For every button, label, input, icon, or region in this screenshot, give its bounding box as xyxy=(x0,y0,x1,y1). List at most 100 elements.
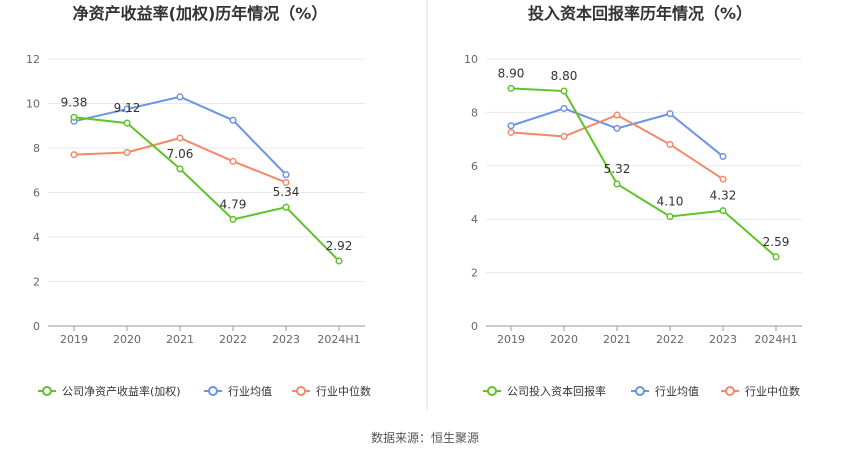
data-point xyxy=(282,171,290,179)
data-point xyxy=(613,111,621,119)
data-label: 2.59 xyxy=(763,235,790,249)
y-tick-label: 4 xyxy=(33,231,40,244)
legend-item[interactable]: 行业均值 xyxy=(204,385,272,398)
data-label: 5.34 xyxy=(273,185,300,199)
series-line xyxy=(73,116,340,262)
data-point xyxy=(229,215,237,223)
data-point xyxy=(282,203,290,211)
legend-item[interactable]: 行业中位数 xyxy=(292,384,371,398)
legend-marker-icon xyxy=(725,386,735,396)
data-point xyxy=(719,175,727,183)
series-line xyxy=(510,87,777,258)
data-label: 9.38 xyxy=(61,95,88,109)
data-label: 9.12 xyxy=(114,101,141,115)
data-point xyxy=(176,165,184,173)
x-tick-label: 2019 xyxy=(497,333,525,346)
legend: 公司投入资本回报率 行业均值 行业中位数 xyxy=(483,384,800,398)
data-label: 8.80 xyxy=(551,69,578,83)
x-tick-label: 2021 xyxy=(603,333,631,346)
y-tick-label: 2 xyxy=(33,276,40,289)
series-company: 9.38 9.12 7.06 4.79 5.34 2.92 xyxy=(61,95,353,265)
data-point xyxy=(282,178,290,187)
data-point xyxy=(229,157,237,165)
y-tick-label: 10 xyxy=(26,98,40,111)
data-label: 4.79 xyxy=(220,197,247,211)
legend-item[interactable]: 公司净资产收益率(加权) xyxy=(38,384,181,398)
chart-title: 投入资本回报率历年情况（%） xyxy=(528,4,752,23)
data-point xyxy=(772,253,780,261)
data-label: 4.32 xyxy=(710,189,737,203)
legend-item[interactable]: 行业均值 xyxy=(631,385,699,398)
y-tick-label: 2 xyxy=(471,267,478,280)
chart-title: 净资产收益率(加权)历年情况（%） xyxy=(73,4,328,23)
data-point xyxy=(229,116,237,124)
x-tick-label: 2024H1 xyxy=(317,333,360,346)
x-tick-label: 2024H1 xyxy=(754,333,797,346)
data-point xyxy=(719,152,727,161)
x-tick-label: 2019 xyxy=(60,333,88,346)
data-point xyxy=(719,207,727,215)
y-tick-label: 0 xyxy=(33,320,40,333)
y-tick-label: 0 xyxy=(471,320,478,333)
data-point xyxy=(70,113,78,121)
x-tick-label: 2020 xyxy=(113,333,141,346)
y-tick-label: 6 xyxy=(471,160,478,173)
legend-label: 行业均值 xyxy=(655,385,699,398)
series-company: 8.90 8.80 5.32 4.10 4.32 2.59 xyxy=(498,66,790,261)
data-point xyxy=(123,119,131,127)
series-industry-median xyxy=(507,111,727,183)
x-tick-label: 2023 xyxy=(272,333,300,346)
series-industry-median xyxy=(70,134,290,187)
data-point xyxy=(613,180,621,188)
data-label: 5.32 xyxy=(604,162,631,176)
legend: 公司净资产收益率(加权) 行业均值 行业中位数 xyxy=(38,384,371,398)
y-tick-label: 12 xyxy=(26,53,40,66)
x-tick-label: 2020 xyxy=(550,333,578,346)
legend-marker-icon xyxy=(635,386,645,396)
y-tick-label: 8 xyxy=(471,106,478,119)
y-tick-label: 8 xyxy=(33,142,40,155)
data-point xyxy=(335,257,343,265)
y-tick-label: 6 xyxy=(33,187,40,200)
legend-item[interactable]: 行业中位数 xyxy=(721,384,800,398)
data-label: 8.90 xyxy=(498,66,525,80)
legend-marker-icon xyxy=(208,386,218,396)
legend-marker-icon xyxy=(487,386,497,396)
legend-marker-icon xyxy=(42,386,52,396)
data-point xyxy=(560,104,568,112)
data-point xyxy=(560,87,568,95)
legend-label: 公司投入资本回报率 xyxy=(507,384,606,398)
x-tick-label: 2022 xyxy=(219,333,247,346)
series-industry-average xyxy=(70,93,290,179)
data-label: 7.06 xyxy=(167,147,194,161)
data-point xyxy=(560,132,568,140)
x-tick-label: 2022 xyxy=(656,333,684,346)
series-industry-average xyxy=(507,104,727,161)
data-point xyxy=(507,128,515,136)
x-tick-label: 2021 xyxy=(166,333,194,346)
x-tick-label: 2023 xyxy=(709,333,737,346)
data-source-note: 数据来源：恒生聚源 xyxy=(370,431,479,445)
data-point xyxy=(70,151,78,159)
data-point xyxy=(176,134,184,142)
data-point xyxy=(613,124,621,132)
data-point xyxy=(507,84,515,92)
legend-item[interactable]: 公司投入资本回报率 xyxy=(483,384,606,398)
data-point xyxy=(507,122,515,130)
data-point xyxy=(666,140,674,148)
legend-label: 行业中位数 xyxy=(745,384,800,398)
data-point xyxy=(176,93,184,101)
chart-panel-2: 投入资本回报率历年情况（%） 0 2 4 6 8 10 2019 2020 2021 2022 202… xyxy=(464,4,802,398)
legend-marker-icon xyxy=(296,386,306,396)
chart-panel-1: 净资产收益率(加权)历年情况（%） 0 2 4 6 8 10 12 2019 2020 2021 20… xyxy=(26,4,371,398)
legend-label: 公司净资产收益率(加权) xyxy=(62,384,181,398)
y-tick-label: 4 xyxy=(471,213,478,226)
legend-label: 行业均值 xyxy=(228,385,272,398)
data-label: 2.92 xyxy=(326,239,353,253)
y-tick-label: 10 xyxy=(464,53,478,66)
data-point xyxy=(666,212,674,221)
data-point xyxy=(123,105,131,113)
data-point xyxy=(666,110,674,118)
